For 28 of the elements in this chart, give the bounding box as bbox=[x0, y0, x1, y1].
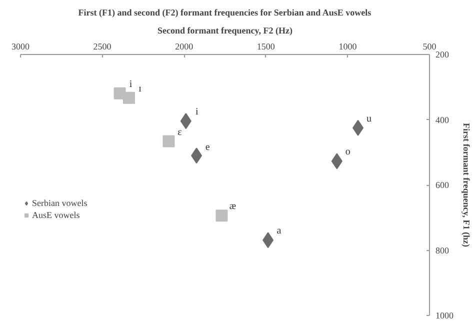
x-tick-label: 2500 bbox=[93, 42, 112, 52]
annotation: æ bbox=[229, 201, 236, 212]
annotation: u bbox=[366, 113, 372, 124]
point bbox=[162, 135, 175, 148]
y-tick-label: 1000 bbox=[436, 310, 454, 320]
x-tick-label: 2000 bbox=[175, 42, 194, 52]
annotation: ɪ bbox=[138, 83, 142, 94]
chart-title: First (F1) and second (F2) formant frequencies for Serbian and AusE vowels bbox=[78, 8, 372, 18]
annotation: i bbox=[196, 106, 199, 118]
legend-label: Serbian vowels bbox=[32, 198, 88, 208]
x-tick-label: 3000 bbox=[12, 42, 30, 52]
x-tick-label: 500 bbox=[422, 42, 437, 52]
y-axis-title: First formant frequency, F1 (hz) bbox=[462, 122, 472, 248]
annotation: a bbox=[276, 226, 282, 237]
x-tick-label: 1500 bbox=[256, 42, 276, 52]
y-tick-label: 600 bbox=[436, 180, 450, 190]
y-tick-label: 800 bbox=[436, 245, 450, 256]
point bbox=[216, 210, 228, 222]
point bbox=[122, 92, 135, 104]
x-axis-title: Second formant frequency, F2 (Hz) bbox=[157, 26, 293, 36]
x-tick-label: 1000 bbox=[338, 42, 358, 52]
annotation: ɛ bbox=[178, 126, 182, 138]
y-tick-label: 200 bbox=[436, 50, 450, 60]
annotation: e bbox=[205, 142, 210, 154]
annotation: i bbox=[129, 78, 132, 90]
y-tick-label: 400 bbox=[436, 114, 450, 125]
annotation: o bbox=[345, 146, 350, 158]
legend-label: AusE vowels bbox=[32, 210, 80, 220]
